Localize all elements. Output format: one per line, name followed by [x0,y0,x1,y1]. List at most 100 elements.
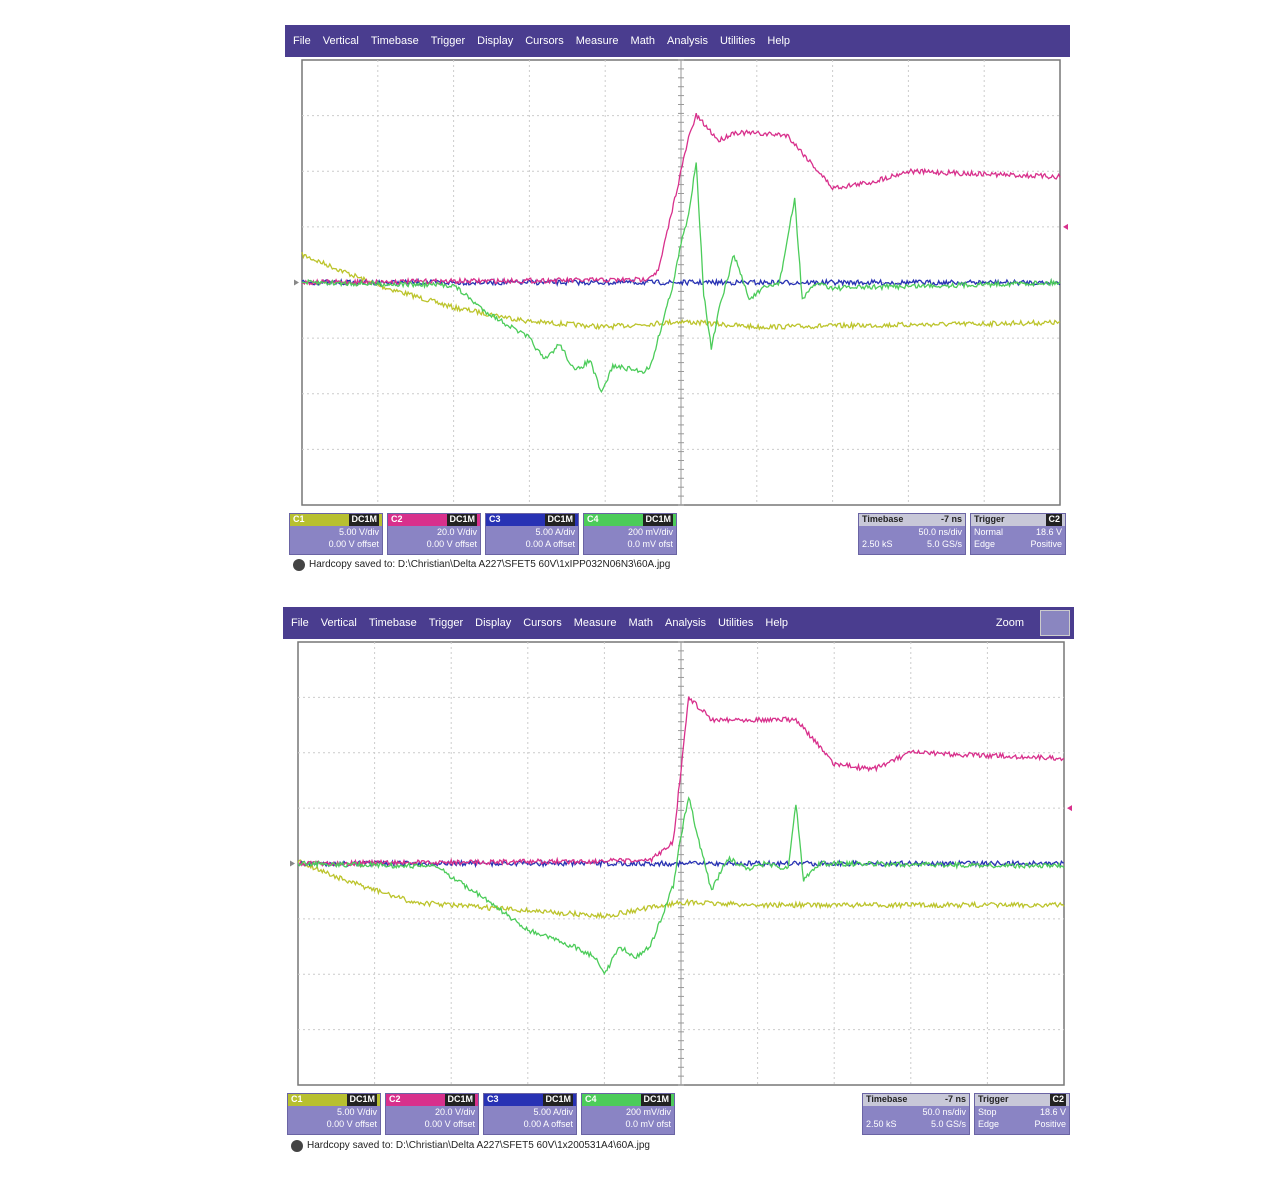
channel-header: C1 DC1M [288,1094,380,1106]
channel-scale: 20.0 V/div [436,527,477,537]
channel-header: C3 DC1M [486,514,578,526]
channel-box[interactable]: C4 DC1M 200 mV/div 0.0 mV ofst [583,513,677,555]
channel-offset: 0.0 mV ofst [627,539,673,549]
zoom-button[interactable] [1040,610,1070,636]
trace [297,858,1065,869]
trace [297,696,1065,868]
trigger-marker [290,860,295,867]
menu-item[interactable]: Analysis [665,617,706,629]
menu-item[interactable]: Trigger [428,617,464,629]
menu-item[interactable]: Timebase [368,617,417,629]
menu-item[interactable]: Analysis [667,35,708,47]
trigger-row: Normal 18.6 V [971,526,1065,538]
menu-item[interactable]: Cursors [525,35,564,47]
channel-label: C1 [293,514,305,524]
channel-scale: 5.00 A/div [535,527,575,537]
timebase-header: Timebase -7 ns [863,1094,969,1106]
timebase-scale: 50.0 ns/div [918,527,962,537]
zoom-label[interactable]: Zoom [995,617,1024,629]
channel-label: C1 [291,1094,303,1104]
channel-offset: 0.00 V offset [424,1119,475,1129]
menu-item[interactable]: Vertical [320,617,357,629]
channel-box[interactable]: C1 DC1M 5.00 V/div 0.00 V offset [287,1093,381,1135]
menu-item[interactable]: Help [767,35,791,47]
trigger-level: 18.6 V [1039,1107,1066,1117]
menu-item[interactable]: Vertical [322,35,359,47]
level-marker [1067,805,1072,812]
trace [302,113,1061,287]
screen [290,641,1072,1086]
channel-box[interactable]: C2 DC1M 20.0 V/div 0.00 V offset [387,513,481,555]
channel-header: C4 DC1M [582,1094,674,1106]
channel-header: C4 DC1M [584,514,676,526]
channel-header: C2 DC1M [386,1094,478,1106]
trace [301,162,1061,394]
menu-item[interactable]: Display [475,617,512,629]
channel-box[interactable]: C3 DC1M 5.00 A/div 0.00 A offset [483,1093,577,1135]
trigger-mode: Stop [978,1107,997,1117]
channel-label: C2 [389,1094,401,1104]
menu-item[interactable]: File [293,35,311,47]
channel-box[interactable]: C4 DC1M 200 mV/div 0.0 mV ofst [581,1093,675,1135]
channel-label: C4 [585,1094,597,1104]
timebase-label: Timebase [866,1094,908,1104]
menu-item[interactable]: Help [765,617,789,629]
channel-offset: 0.00 V offset [328,539,379,549]
channel-coupling: DC1M [545,514,575,526]
timebase-rate: 5.0 GS/s [926,539,962,549]
channel-box[interactable]: C2 DC1M 20.0 V/div 0.00 V offset [385,1093,479,1135]
timebase-rate: 5.0 GS/s [930,1119,966,1129]
menu-item[interactable]: Measure [573,617,617,629]
menu-item[interactable]: Utilities [717,617,754,629]
channel-coupling: DC1M [641,1094,671,1106]
channel-scale: 200 mV/div [627,527,673,537]
channel-offset: 0.00 V offset [426,539,477,549]
trigger-header: Trigger C2 [971,514,1065,526]
menu-item[interactable]: File [291,617,309,629]
menu-item[interactable]: Timebase [370,35,419,47]
menu-item[interactable]: Trigger [430,35,466,47]
timebase-box[interactable]: Timebase -7 ns 50.0 ns/div 2.50 kS 5.0 GS/s [862,1093,970,1135]
timebase-header: Timebase -7 ns [859,514,965,526]
menu-item[interactable]: Measure [575,35,619,47]
trigger-box[interactable]: Trigger C2 Stop 18.6 V Edge Positive [974,1093,1070,1135]
level-marker [1063,223,1068,230]
hardcopy-icon [291,1140,303,1152]
trigger-label: Trigger [974,514,1005,524]
channel-box[interactable]: C3 DC1M 5.00 A/div 0.00 A offset [485,513,579,555]
menu-item[interactable]: Cursors [523,617,562,629]
timebase-row: 2.50 kS 5.0 GS/s [863,1118,969,1130]
menu-bar: File Vertical Timebase Trigger Display Cursor… [283,607,1074,639]
channel-label: C3 [489,514,501,524]
timebase-row: 2.50 kS 5.0 GS/s [859,538,965,550]
timebase-samples: 2.50 kS [866,1119,897,1129]
channel-scale: 5.00 V/div [338,527,379,537]
menu-item[interactable]: Display [477,35,514,47]
channel-scale: 5.00 V/div [336,1107,377,1117]
channel-coupling: DC1M [543,1094,573,1106]
timebase-box[interactable]: Timebase -7 ns 50.0 ns/div 2.50 kS 5.0 GS/s [858,513,966,555]
trace [301,252,1061,331]
channel-scale: 200 mV/div [625,1107,671,1117]
trigger-row: Stop 18.6 V [975,1106,1069,1118]
channel-header: C2 DC1M [388,514,480,526]
channel-coupling: DC1M [445,1094,475,1106]
menu-item[interactable]: Utilities [719,35,756,47]
channel-coupling: DC1M [347,1094,377,1106]
trigger-box[interactable]: Trigger C2 Normal 18.6 V Edge Positive [970,513,1066,555]
channel-offset: 0.00 V offset [326,1119,377,1129]
channel-label: C2 [391,514,403,524]
menu-item[interactable]: Math [628,617,653,629]
channel-box[interactable]: C1 DC1M 5.00 V/div 0.00 V offset [289,513,383,555]
trigger-source: C2 [1046,514,1062,526]
menu-item[interactable]: Math [630,35,655,47]
screen [294,59,1068,506]
hardcopy-note: Hardcopy saved to: D:\Christian\Delta A2… [309,559,671,570]
channel-coupling: DC1M [643,514,673,526]
channel-scale: 20.0 V/div [434,1107,475,1117]
channel-header: C1 DC1M [290,514,382,526]
trigger-level: 18.6 V [1035,527,1062,537]
timebase-delay: -7 ns [940,514,962,524]
trigger-header: Trigger C2 [975,1094,1069,1106]
